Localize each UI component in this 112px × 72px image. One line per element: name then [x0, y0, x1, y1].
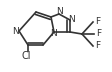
Text: Cl: Cl [21, 51, 30, 61]
Text: F: F [95, 41, 100, 50]
Text: N: N [13, 26, 19, 35]
Text: N: N [68, 14, 75, 23]
Text: N: N [50, 29, 57, 38]
Text: F: F [95, 17, 100, 26]
Text: F: F [96, 30, 101, 39]
Text: N: N [56, 7, 63, 16]
